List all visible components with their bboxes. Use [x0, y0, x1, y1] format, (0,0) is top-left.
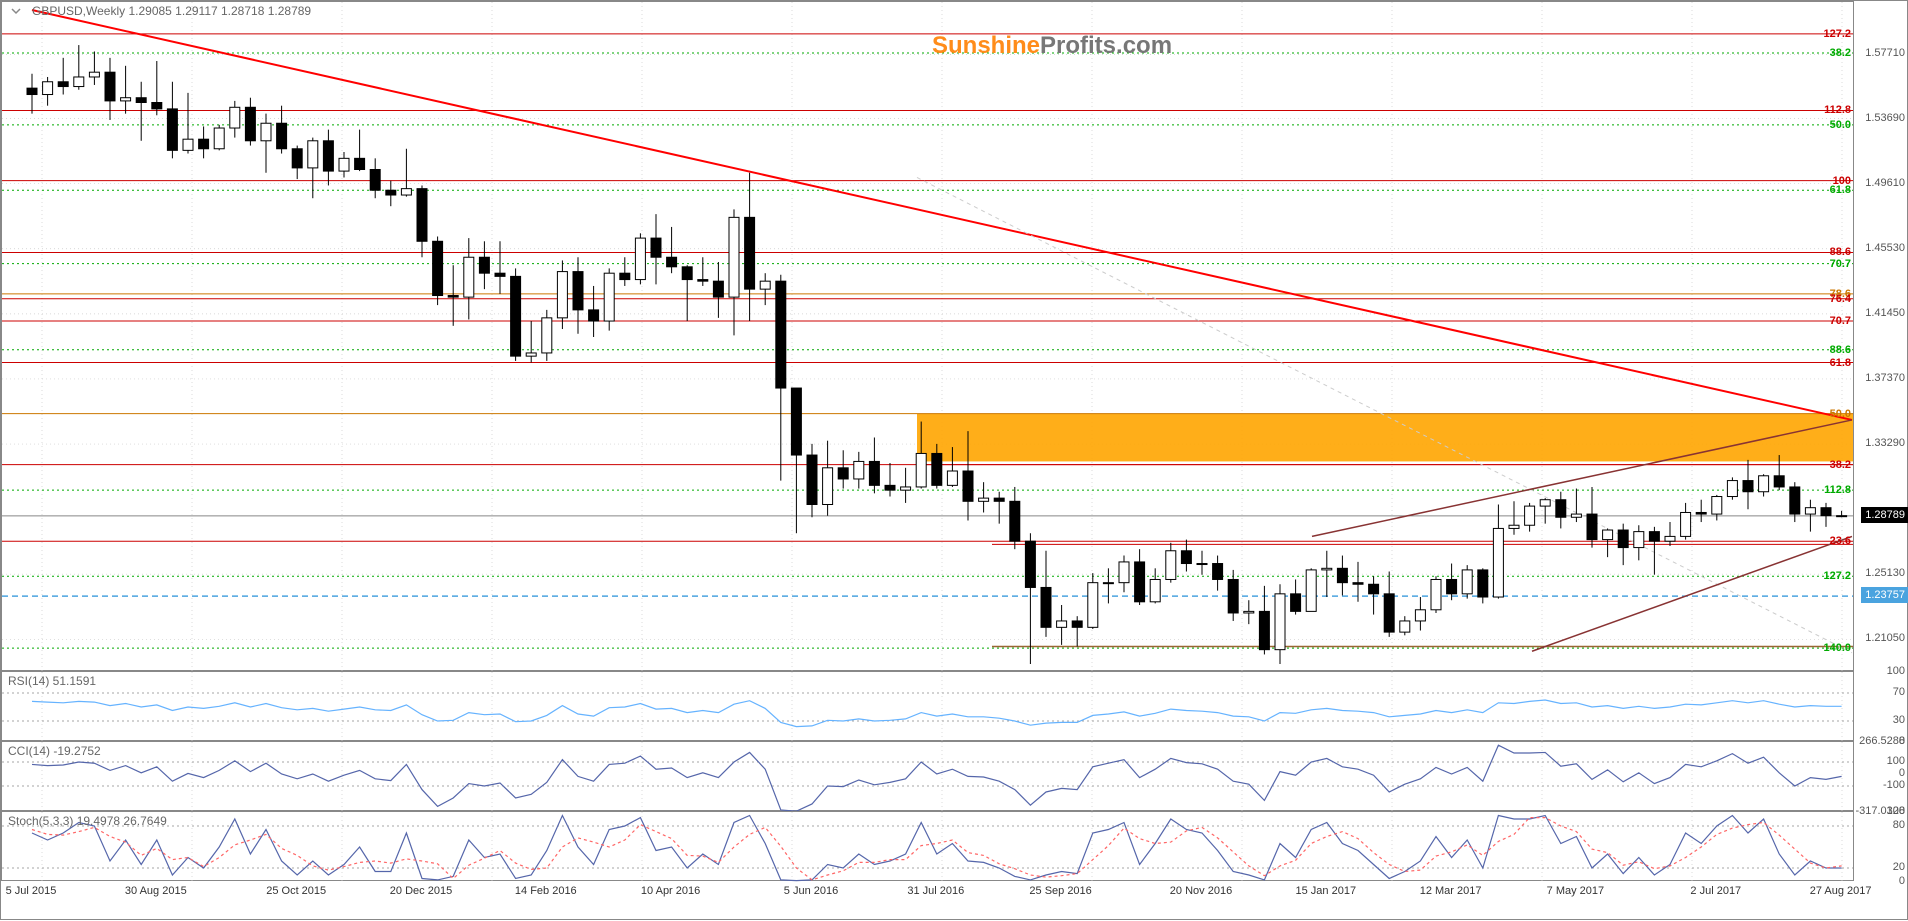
x-tick-label: 25 Oct 2015 [266, 885, 326, 897]
indicator-tick-label: 0 [1899, 767, 1905, 779]
watermark: SunshineProfits.com [932, 32, 1172, 60]
watermark-part2: Profits.com [1040, 32, 1172, 59]
indicator-tick-label: 100 [1887, 665, 1905, 677]
x-tick-label: 5 Jun 2016 [784, 885, 838, 897]
cci-y-axis: 266.52881000-100-317.0328 [1853, 741, 1908, 811]
x-tick-label: 14 Feb 2016 [515, 885, 577, 897]
indicator-tick-label: 100 [1887, 805, 1905, 817]
x-tick-label: 31 Jul 2016 [907, 885, 964, 897]
x-tick-label: 20 Dec 2015 [390, 885, 452, 897]
indicator-tick-label: 20 [1893, 861, 1905, 873]
blue-level-badge: 1.23757 [1861, 587, 1908, 603]
x-tick-label: 7 May 2017 [1547, 885, 1604, 897]
fib-label: 23.6 [1830, 535, 1851, 547]
indicator-tick-label: 30 [1893, 714, 1905, 726]
price-y-axis: 1.57710 1.53690 1.49610 1.45530 1.41450 1.373… [1853, 1, 1908, 671]
fib-label: 127.2 [1823, 570, 1851, 582]
stoch-panel: Stoch(5,3,3) 19.4978 26.7649 [1, 811, 1853, 881]
fib-label: 38.2 [1830, 459, 1851, 471]
price-tick-label: 1.21050 [1865, 632, 1905, 644]
cci-title: CCI(14) -19.2752 [8, 744, 101, 758]
indicator-tick-label: 80 [1893, 819, 1905, 831]
x-tick-label: 10 Apr 2016 [641, 885, 700, 897]
price-chart-svg [2, 2, 1854, 672]
fib-label: 76.4 [1830, 293, 1851, 305]
indicator-tick-label: 266.5288 [1859, 735, 1905, 747]
cci-panel: CCI(14) -19.2752 [1, 741, 1853, 811]
x-tick-label: 27 Aug 2017 [1810, 885, 1872, 897]
x-tick-label: 25 Sep 2016 [1029, 885, 1091, 897]
x-tick-label: 30 Aug 2015 [125, 885, 187, 897]
price-tick-label: 1.45530 [1865, 242, 1905, 254]
fib-label: 61.8 [1830, 184, 1851, 196]
x-tick-label: 15 Jan 2017 [1296, 885, 1357, 897]
cci-chart-svg [2, 742, 1854, 812]
price-tick-label: 1.49610 [1865, 177, 1905, 189]
stoch-title: Stoch(5,3,3) 19.4978 26.7649 [8, 814, 167, 828]
fib-label: 140.0 [1823, 642, 1851, 654]
chart-container: GBPUSD,Weekly 1.29085 1.29117 1.28718 1.… [0, 0, 1908, 920]
fib-label: 88.6 [1830, 344, 1851, 356]
x-tick-label: 20 Nov 2016 [1170, 885, 1232, 897]
price-tick-label: 1.57710 [1865, 47, 1905, 59]
fib-label: 127.2 [1823, 28, 1851, 40]
fib-label: 70.7 [1830, 315, 1851, 327]
rsi-chart-svg [2, 672, 1854, 742]
price-panel: GBPUSD,Weekly 1.29085 1.29117 1.28718 1.… [1, 1, 1853, 671]
fib-label: 38.2 [1830, 47, 1851, 59]
fib-label: 70.7 [1830, 258, 1851, 270]
price-tick-label: 1.53690 [1865, 112, 1905, 124]
indicator-tick-label: -100 [1883, 779, 1905, 791]
stoch-chart-svg [2, 812, 1854, 882]
x-tick-label: 2 Jul 2017 [1690, 885, 1741, 897]
x-axis: 5 Jul 2015 30 Aug 2015 25 Oct 2015 20 Dec 2… [1, 881, 1908, 921]
indicator-tick-label: 70 [1893, 686, 1905, 698]
x-tick-label: 12 Mar 2017 [1420, 885, 1482, 897]
watermark-part1: Sunshine [932, 32, 1040, 59]
fib-label: 50.0 [1830, 408, 1851, 420]
stoch-y-axis: 10080200 [1853, 811, 1908, 881]
rsi-title: RSI(14) 51.1591 [8, 674, 96, 688]
current-price-badge: 1.28789 [1861, 507, 1908, 523]
x-tick-label: 5 Jul 2015 [6, 885, 57, 897]
fib-label: 50.0 [1830, 119, 1851, 131]
price-tick-label: 1.41450 [1865, 307, 1905, 319]
indicator-tick-label: 100 [1887, 755, 1905, 767]
fib-label: 112.8 [1824, 484, 1851, 496]
symbol-header: GBPUSD,Weekly 1.29085 1.29117 1.28718 1.… [32, 4, 311, 18]
fib-label: 61.8 [1830, 357, 1851, 369]
rsi-panel: RSI(14) 51.1591 [1, 671, 1853, 741]
price-tick-label: 1.33290 [1865, 437, 1905, 449]
rsi-y-axis: 10070300 [1853, 671, 1908, 741]
fib-label: 112.8 [1824, 104, 1851, 116]
price-tick-label: 1.37370 [1865, 372, 1905, 384]
price-tick-label: 1.25130 [1865, 567, 1905, 579]
